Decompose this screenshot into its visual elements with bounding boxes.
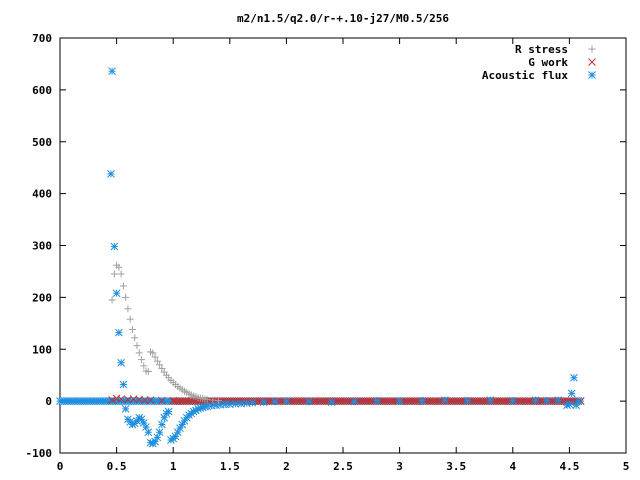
data-point bbox=[395, 397, 404, 405]
y-tick-label: 200 bbox=[32, 291, 52, 304]
data-point bbox=[156, 361, 164, 369]
data-point bbox=[542, 396, 551, 405]
data-point bbox=[140, 362, 148, 370]
y-tick-label: 700 bbox=[32, 32, 52, 45]
data-point bbox=[110, 270, 118, 278]
chart-title: m2/n1.5/q2.0/r-+.10-j27/M0.5/256 bbox=[237, 12, 449, 25]
data-point bbox=[350, 397, 359, 406]
x-tick-label: 3 bbox=[396, 460, 403, 473]
plot-frame bbox=[59, 37, 627, 454]
data-point bbox=[107, 170, 115, 178]
x-tick-label: 4.5 bbox=[559, 460, 579, 473]
x-tick-label: 1.5 bbox=[220, 460, 240, 473]
data-point bbox=[463, 396, 472, 405]
data-point bbox=[203, 396, 211, 404]
data-point bbox=[149, 349, 157, 357]
data-point bbox=[131, 334, 139, 342]
data-point bbox=[531, 396, 540, 404]
data-point bbox=[112, 289, 121, 298]
data-point bbox=[110, 242, 119, 251]
data-marks bbox=[56, 67, 585, 448]
x-tick-label: 2.5 bbox=[333, 460, 353, 473]
data-point bbox=[133, 342, 141, 350]
y-tick-label: -100 bbox=[26, 447, 53, 460]
data-point bbox=[115, 328, 123, 337]
y-tick-label: 400 bbox=[32, 188, 52, 201]
data-point bbox=[158, 364, 166, 372]
data-point bbox=[122, 293, 130, 301]
data-point bbox=[135, 349, 143, 357]
data-point bbox=[117, 395, 125, 403]
x-tick-label: 0.5 bbox=[107, 460, 127, 473]
y-tick-label: 0 bbox=[45, 395, 52, 408]
data-point bbox=[327, 398, 336, 407]
data-point bbox=[373, 396, 381, 405]
data-point bbox=[126, 315, 134, 323]
legend-label: R stress bbox=[515, 43, 568, 56]
data-point bbox=[108, 67, 116, 76]
data-point bbox=[418, 396, 427, 405]
x-tick-label: 0 bbox=[57, 460, 64, 473]
data-point bbox=[141, 396, 149, 404]
data-point bbox=[155, 428, 164, 437]
data-point bbox=[570, 373, 578, 382]
data-point bbox=[144, 368, 152, 376]
data-point bbox=[565, 400, 574, 409]
data-point bbox=[146, 396, 155, 404]
legend-marker bbox=[588, 71, 596, 79]
y-tick-label: 100 bbox=[32, 343, 52, 356]
data-point bbox=[119, 380, 128, 389]
data-point bbox=[117, 358, 125, 367]
data-point bbox=[567, 389, 576, 398]
y-tick-label: 300 bbox=[32, 240, 52, 253]
data-point bbox=[169, 396, 178, 405]
data-point bbox=[214, 397, 222, 405]
data-point bbox=[282, 397, 291, 405]
x-tick-label: 5 bbox=[623, 460, 630, 473]
y-tick-label: 500 bbox=[32, 136, 52, 149]
axes: -100 0 100 200 300 400 500 600 700 0 0.5 1 1.5 2 2.5 3 3… bbox=[26, 32, 630, 473]
data-point bbox=[486, 396, 495, 404]
data-point bbox=[441, 396, 449, 404]
data-point bbox=[151, 353, 159, 361]
data-point bbox=[158, 396, 166, 405]
data-point bbox=[158, 420, 166, 429]
legend-label: Acoustic flux bbox=[482, 69, 568, 82]
data-point bbox=[121, 405, 130, 413]
data-point bbox=[508, 396, 517, 405]
legend-marker bbox=[588, 58, 596, 66]
x-tick-label: 1 bbox=[170, 460, 177, 473]
data-point bbox=[138, 356, 146, 364]
data-point bbox=[115, 263, 123, 271]
data-point bbox=[119, 282, 127, 290]
legend-marker bbox=[588, 45, 596, 53]
data-point bbox=[108, 296, 116, 304]
data-point bbox=[117, 270, 125, 278]
data-point bbox=[153, 357, 161, 365]
data-point bbox=[108, 396, 116, 404]
x-tick-label: 3.5 bbox=[446, 460, 466, 473]
data-point bbox=[144, 428, 153, 437]
x-tick-label: 2 bbox=[283, 460, 290, 473]
x-tick-label: 4 bbox=[509, 460, 516, 473]
data-point bbox=[164, 407, 173, 416]
data-point bbox=[259, 398, 268, 407]
y-tick-label: 600 bbox=[32, 84, 52, 97]
data-point bbox=[574, 397, 583, 405]
data-point bbox=[248, 398, 257, 407]
data-point bbox=[305, 397, 313, 406]
data-point bbox=[554, 396, 562, 404]
data-point bbox=[128, 326, 136, 334]
legend-label: G work bbox=[528, 56, 568, 69]
data-point bbox=[124, 305, 132, 313]
data-point bbox=[271, 397, 279, 406]
data-point bbox=[209, 396, 217, 404]
